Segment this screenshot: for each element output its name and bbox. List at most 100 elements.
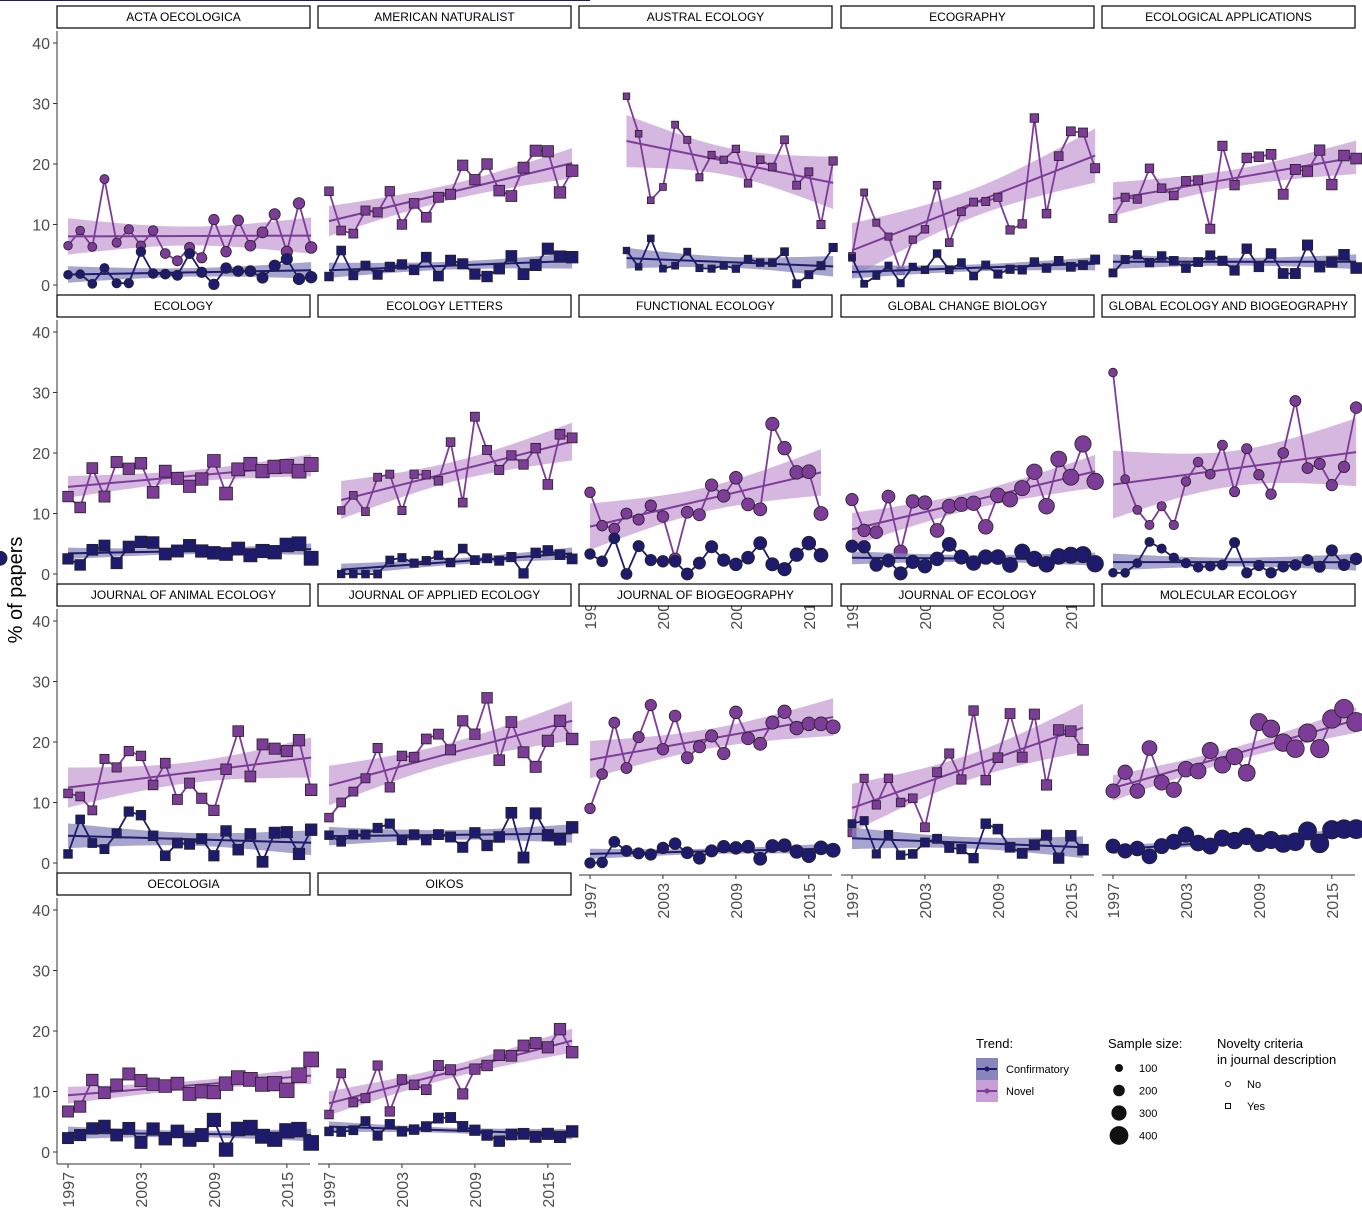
novel-point [780, 135, 789, 145]
legend-size-dot [1115, 1064, 1123, 1072]
confirmatory-trend-line [851, 837, 1084, 849]
confirmatory-point [620, 844, 633, 857]
novel-point [86, 462, 99, 474]
novel-point [517, 161, 530, 174]
confirmatory-point [1265, 567, 1277, 579]
novel-point [859, 773, 869, 783]
novel-point [777, 441, 792, 456]
novel-point [883, 773, 894, 783]
panel: ECOLOGY LETTERS [317, 294, 578, 579]
confirmatory-point [255, 543, 270, 559]
confirmatory-point [304, 270, 318, 284]
novel-point [506, 450, 517, 461]
confirmatory-point [1289, 268, 1301, 279]
confirmatory-point [63, 269, 73, 280]
confirmatory-point [517, 851, 530, 864]
legend-novelty-shape [1225, 1103, 1231, 1109]
confirmatory-point [469, 268, 481, 280]
novel-point [255, 464, 270, 479]
x-tick-label: 1997 [1106, 883, 1123, 919]
novel-point [505, 1049, 518, 1062]
confirmatory-point [111, 828, 122, 839]
novel-point [196, 252, 208, 264]
novel-point [184, 777, 196, 789]
novel-point [336, 225, 346, 236]
novel-point [968, 705, 979, 716]
legend-novelty-title: in journal description [1217, 1052, 1336, 1067]
confirmatory-point [196, 266, 208, 278]
novel-point [493, 1049, 505, 1061]
confirmatory-point [1086, 555, 1104, 573]
confirmatory-point [292, 847, 306, 861]
novel-point [1016, 751, 1028, 763]
confirmatory-point [1277, 268, 1289, 279]
novel-point [219, 486, 233, 501]
confirmatory-point [1108, 568, 1118, 578]
confirmatory-point [668, 555, 682, 568]
confirmatory-point [324, 1126, 334, 1137]
novel-point [565, 164, 579, 177]
novel-point [1014, 480, 1031, 497]
novel-point [195, 472, 209, 486]
confirmatory-point [1302, 239, 1314, 251]
confirmatory-point [110, 557, 123, 570]
novel-point [632, 513, 645, 526]
x-tick-label: 2009 [1252, 883, 1269, 919]
novel-point [123, 745, 134, 757]
novel-point [743, 179, 753, 188]
confirmatory-point [1337, 558, 1351, 572]
novel-point [553, 714, 567, 727]
confirmatory-point [372, 1130, 383, 1141]
novel-point [494, 464, 505, 475]
panel: ACTA OECOLOGICA 0 10 20 30 40 [32, 5, 318, 297]
x-tick-label: 2009 [468, 1172, 485, 1208]
novel-point [87, 242, 98, 252]
novel-point [1298, 723, 1317, 743]
confirmatory-point [1349, 552, 1362, 566]
confirmatory-point [957, 258, 966, 267]
novel-point [565, 1045, 579, 1059]
novel-point [1002, 491, 1018, 508]
confirmatory-point [433, 829, 444, 840]
confirmatory-point [596, 856, 608, 869]
novel-point [170, 1076, 185, 1091]
confirmatory-point [122, 1121, 136, 1135]
confirmatory-point [695, 264, 704, 273]
confirmatory-point [1017, 265, 1027, 275]
confirmatory-point [1301, 554, 1314, 566]
confirmatory-point [1241, 243, 1252, 254]
confirmatory-point [99, 844, 110, 855]
confirmatory-point [469, 1124, 481, 1136]
novel-point [336, 506, 346, 515]
novel-point [481, 1059, 493, 1072]
legend-trend-label: Confirmatory [1006, 1064, 1069, 1076]
confirmatory-point [541, 242, 554, 255]
novel-point [1237, 764, 1256, 782]
y-tick-label: 20 [32, 735, 50, 752]
confirmatory-point [336, 837, 346, 847]
novel-point [158, 1079, 172, 1093]
novel-point [1189, 762, 1207, 780]
confirmatory-point [75, 269, 85, 279]
confirmatory-point [553, 833, 567, 846]
confirmatory-point [493, 831, 505, 843]
confirmatory-point [1217, 559, 1228, 571]
confirmatory-point [349, 569, 358, 579]
novel-point [207, 454, 221, 468]
novel-point [932, 767, 943, 778]
novel-point [170, 471, 184, 485]
novel-point [753, 502, 768, 517]
novel-point [1144, 163, 1155, 173]
panel-title: FUNCTIONAL ECOLOGY [636, 299, 775, 313]
confirmatory-point [717, 840, 731, 854]
panel-title: ECOLOGY [154, 299, 213, 313]
confirmatory-point [671, 261, 679, 270]
novel-point [75, 791, 85, 802]
confirmatory-point [554, 549, 566, 560]
novel-point [1105, 783, 1121, 799]
confirmatory-point [828, 242, 838, 253]
novel-point [777, 704, 792, 719]
novel-point [409, 469, 419, 479]
novel-point [1326, 178, 1338, 191]
novel-point [220, 763, 232, 775]
